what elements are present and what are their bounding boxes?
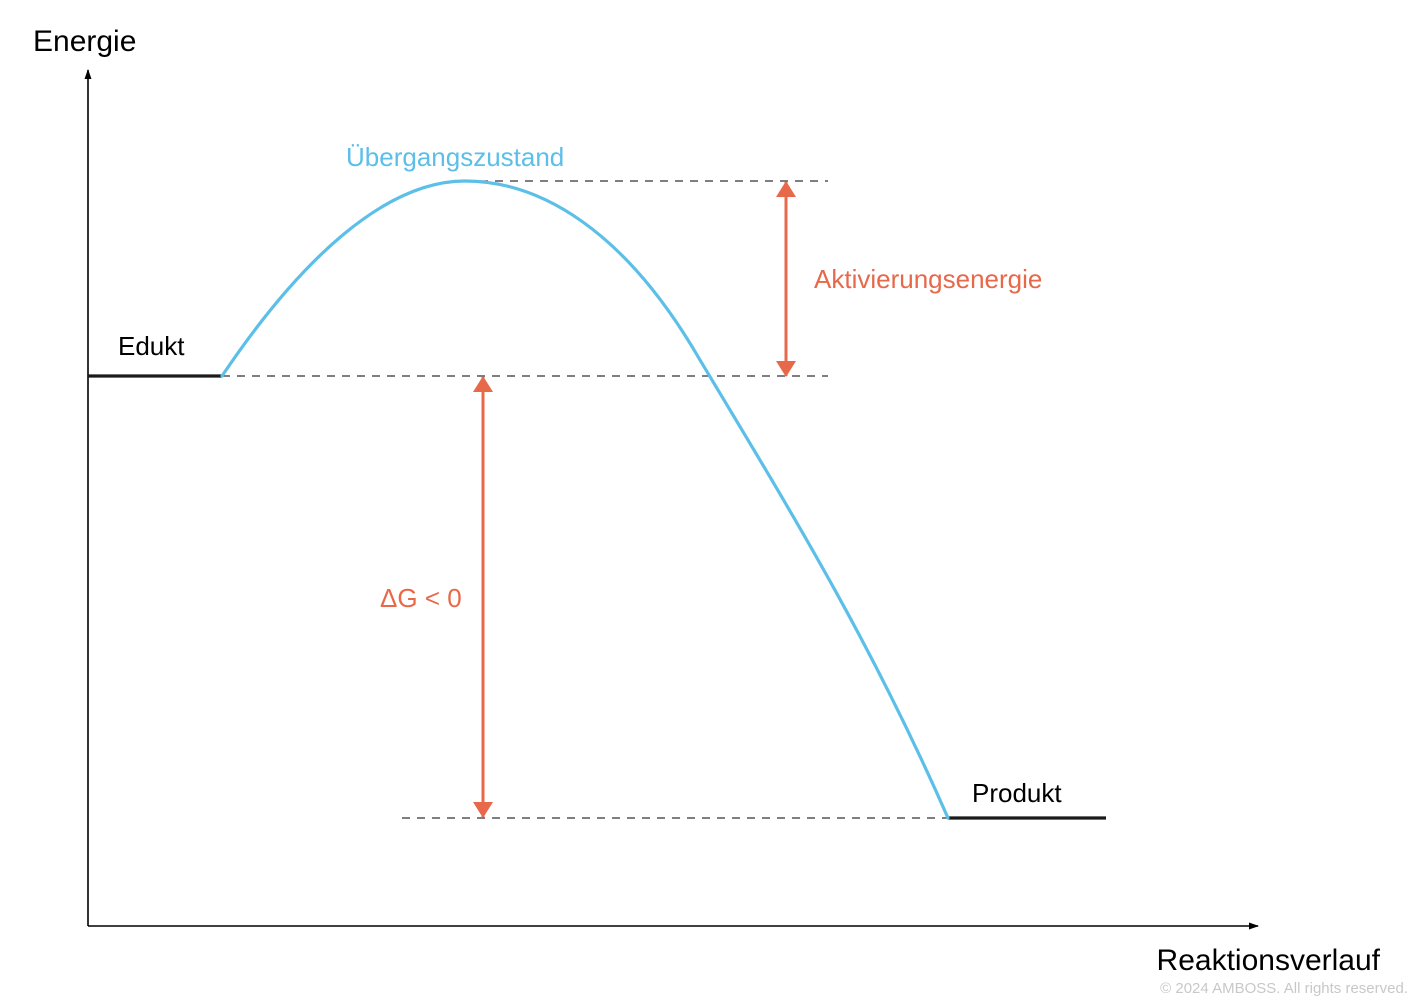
product-label: Produkt — [972, 778, 1062, 808]
activation-energy-label: Aktivierungsenergie — [814, 264, 1042, 294]
reactant-label: Edukt — [118, 331, 185, 361]
x-axis-label: Reaktionsverlauf — [1157, 944, 1381, 977]
y-axis-label: Energie — [33, 25, 136, 58]
delta-g-label: ΔG < 0 — [380, 583, 462, 613]
reaction-curve — [220, 179, 950, 820]
transition-state-label: Übergangszustand — [346, 142, 564, 172]
copyright-text: © 2024 AMBOSS. All rights reserved. — [1160, 980, 1408, 997]
